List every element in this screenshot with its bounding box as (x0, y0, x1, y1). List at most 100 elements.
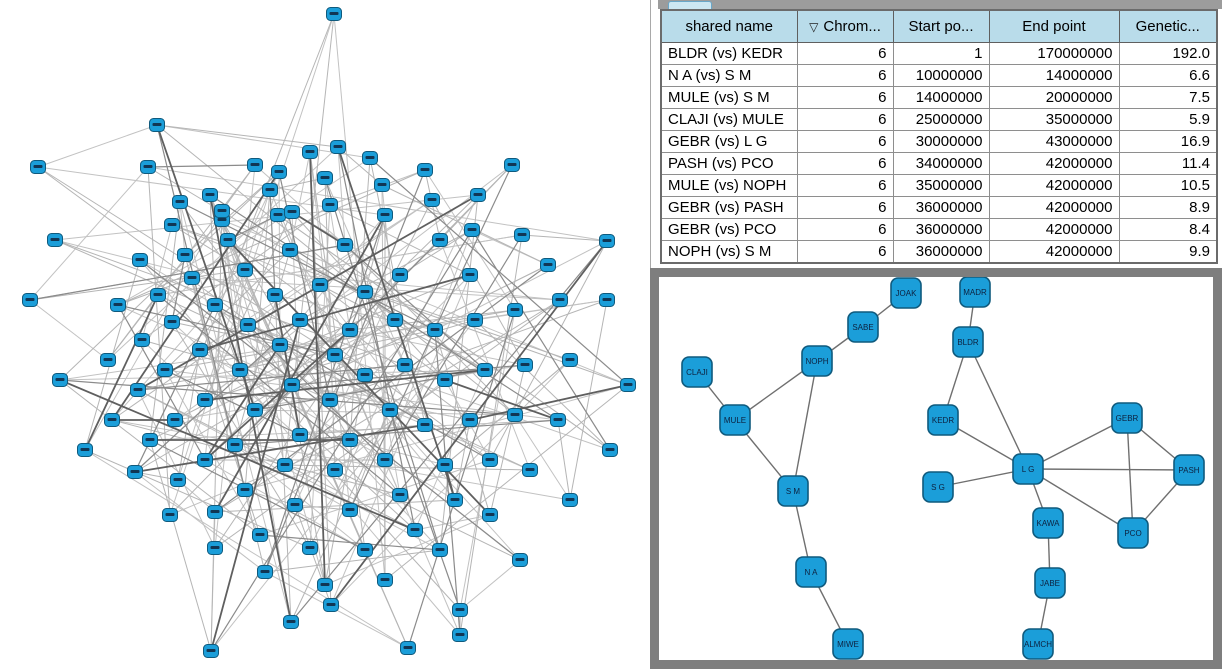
graph-node[interactable] (237, 263, 253, 277)
graph-node[interactable] (130, 383, 146, 397)
graph-node[interactable]: PASH (1173, 454, 1205, 486)
graph-node[interactable] (47, 233, 63, 247)
graph-node[interactable] (377, 573, 393, 587)
graph-node[interactable] (400, 641, 416, 655)
graph-node[interactable] (167, 413, 183, 427)
graph-node[interactable] (417, 418, 433, 432)
graph-node[interactable] (164, 218, 180, 232)
graph-node[interactable]: MIWE (832, 628, 864, 660)
graph-node[interactable] (562, 353, 578, 367)
table-row[interactable]: N A (vs) S M 6 10000000 14000000 6.6 (660, 64, 1218, 87)
graph-node[interactable] (467, 313, 483, 327)
graph-node[interactable] (620, 378, 636, 392)
graph-node[interactable] (184, 271, 200, 285)
graph-node[interactable] (357, 285, 373, 299)
graph-node[interactable] (271, 165, 287, 179)
graph-node[interactable] (540, 258, 556, 272)
graph-node[interactable] (377, 453, 393, 467)
graph-node[interactable] (317, 578, 333, 592)
graph-node[interactable] (504, 158, 520, 172)
graph-node[interactable] (202, 188, 218, 202)
graph-node[interactable] (417, 163, 433, 177)
graph-node[interactable] (514, 228, 530, 242)
graph-node[interactable] (562, 493, 578, 507)
graph-node[interactable]: S M (777, 475, 809, 507)
graph-node[interactable] (552, 293, 568, 307)
graph-node[interactable] (132, 253, 148, 267)
graph-node[interactable]: BLDR (952, 326, 984, 358)
graph-node[interactable] (207, 541, 223, 555)
graph-node[interactable] (140, 160, 156, 174)
column-header[interactable]: Start po... (892, 9, 990, 43)
graph-node[interactable] (599, 293, 615, 307)
table-row[interactable]: GEBR (vs) PASH 6 36000000 42000000 8.9 (660, 196, 1218, 219)
graph-node[interactable]: SABE (847, 311, 879, 343)
graph-node[interactable] (357, 368, 373, 382)
graph-node[interactable] (197, 393, 213, 407)
graph-node[interactable] (30, 160, 46, 174)
graph-node[interactable] (127, 465, 143, 479)
graph-node[interactable] (477, 363, 493, 377)
graph-node[interactable] (272, 338, 288, 352)
graph-node[interactable] (292, 428, 308, 442)
graph-node[interactable] (437, 373, 453, 387)
graph-node[interactable] (512, 553, 528, 567)
graph-node[interactable] (602, 443, 618, 457)
graph-node[interactable] (172, 195, 188, 209)
graph-node[interactable] (262, 183, 278, 197)
graph-node[interactable] (462, 268, 478, 282)
graph-node[interactable] (323, 598, 339, 612)
graph-node[interactable] (77, 443, 93, 457)
graph-node[interactable]: NOPH (801, 345, 833, 377)
graph-node[interactable] (387, 313, 403, 327)
graph-node[interactable] (322, 393, 338, 407)
graph-node[interactable] (342, 433, 358, 447)
graph-node[interactable] (149, 118, 165, 132)
graph-node[interactable] (270, 208, 286, 222)
graph-node[interactable] (110, 298, 126, 312)
graph-node[interactable] (302, 145, 318, 159)
graph-node[interactable] (452, 628, 468, 642)
graph-node[interactable]: GEBR (1111, 402, 1143, 434)
graph-node[interactable] (342, 503, 358, 517)
graph-node[interactable] (162, 508, 178, 522)
table-row[interactable]: CLAJI (vs) MULE 6 25000000 35000000 5.9 (660, 108, 1218, 131)
graph-node[interactable] (284, 205, 300, 219)
graph-node[interactable] (142, 433, 158, 447)
graph-node[interactable]: JOAK (890, 277, 922, 309)
graph-node[interactable]: KAWA (1032, 507, 1064, 539)
graph-node[interactable] (326, 7, 342, 21)
graph-node[interactable] (507, 303, 523, 317)
graph-node[interactable] (302, 541, 318, 555)
graph-node[interactable] (464, 223, 480, 237)
graph-node[interactable] (482, 453, 498, 467)
graph-node[interactable] (220, 233, 236, 247)
graph-node[interactable]: MULE (719, 404, 751, 436)
graph-node[interactable] (322, 198, 338, 212)
graph-node[interactable] (227, 438, 243, 452)
graph-node[interactable] (247, 403, 263, 417)
graph-node[interactable]: PCO (1117, 517, 1149, 549)
graph-node[interactable]: JABE (1034, 567, 1066, 599)
graph-node[interactable] (432, 543, 448, 557)
graph-node[interactable] (134, 333, 150, 347)
graph-node[interactable] (240, 318, 256, 332)
graph-node[interactable] (252, 528, 268, 542)
graph-node[interactable] (550, 413, 566, 427)
graph-node[interactable] (377, 208, 393, 222)
table-row[interactable]: NOPH (vs) S M 6 36000000 42000000 9.9 (660, 240, 1218, 264)
graph-node[interactable] (437, 458, 453, 472)
graph-node[interactable] (427, 323, 443, 337)
column-header[interactable]: Genetic... (1118, 9, 1218, 43)
graph-node[interactable] (277, 458, 293, 472)
table-row[interactable]: GEBR (vs) PCO 6 36000000 42000000 8.4 (660, 218, 1218, 241)
graph-node[interactable] (397, 358, 413, 372)
graph-node[interactable] (317, 171, 333, 185)
graph-node[interactable]: KEDR (927, 404, 959, 436)
graph-node[interactable] (330, 140, 346, 154)
graph-node[interactable] (283, 615, 299, 629)
graph-node[interactable] (214, 204, 230, 218)
graph-node[interactable] (287, 498, 303, 512)
graph-node[interactable] (237, 483, 253, 497)
graph-node[interactable] (327, 348, 343, 362)
